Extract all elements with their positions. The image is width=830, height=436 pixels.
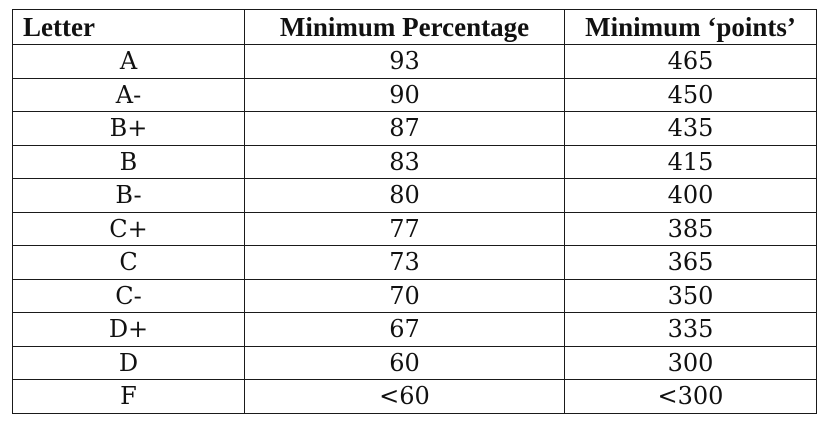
cell-minimum-points: 435 (564, 111, 817, 146)
cell-minimum-percentage: 60 (244, 345, 565, 380)
cell-minimum-percentage: 77 (244, 211, 565, 246)
cell-minimum-points: 415 (564, 144, 817, 179)
table-header: Letter Minimum Percentage Minimum ‘point… (12, 9, 817, 45)
grade-scale-table: Letter Minimum Percentage Minimum ‘point… (12, 9, 817, 414)
cell-minimum-points: 465 (564, 44, 817, 79)
cell-letter: B (12, 144, 245, 179)
table-row: C- 70 350 (12, 278, 817, 313)
table-row: B+ 87 435 (12, 111, 817, 146)
cell-letter: D+ (12, 312, 245, 347)
cell-minimum-percentage: 93 (244, 44, 565, 79)
column-header-letter: Letter (12, 9, 245, 45)
cell-letter: A- (12, 77, 245, 112)
table-row: F <60 <300 (12, 379, 817, 414)
cell-minimum-points: 300 (564, 345, 817, 380)
cell-minimum-percentage: 90 (244, 77, 565, 112)
column-header-minimum-percentage: Minimum Percentage (244, 9, 565, 45)
cell-minimum-percentage: 80 (244, 178, 565, 213)
table-row: A- 90 450 (12, 77, 817, 112)
cell-letter: B- (12, 178, 245, 213)
table-row: B 83 415 (12, 144, 817, 179)
cell-letter: C- (12, 278, 245, 313)
cell-minimum-percentage: 70 (244, 278, 565, 313)
cell-letter: C (12, 245, 245, 280)
cell-minimum-points: 350 (564, 278, 817, 313)
cell-letter: C+ (12, 211, 245, 246)
table-row: C 73 365 (12, 245, 817, 280)
cell-minimum-percentage: 67 (244, 312, 565, 347)
cell-minimum-points: 450 (564, 77, 817, 112)
cell-minimum-percentage: <60 (244, 379, 565, 414)
table-row: C+ 77 385 (12, 211, 817, 246)
cell-minimum-percentage: 87 (244, 111, 565, 146)
cell-letter: B+ (12, 111, 245, 146)
cell-minimum-points: 335 (564, 312, 817, 347)
cell-letter: A (12, 44, 245, 79)
cell-minimum-points: 400 (564, 178, 817, 213)
column-header-minimum-points: Minimum ‘points’ (564, 9, 817, 45)
header-row: Letter Minimum Percentage Minimum ‘point… (12, 9, 817, 45)
cell-minimum-percentage: 73 (244, 245, 565, 280)
cell-letter: D (12, 345, 245, 380)
table-body: A 93 465 A- 90 450 B+ 87 435 B 83 415 B- 80 400 C+ 77 385… (12, 44, 817, 414)
table-row: D+ 67 335 (12, 312, 817, 347)
cell-letter: F (12, 379, 245, 414)
table-row: D 60 300 (12, 345, 817, 380)
cell-minimum-points: 365 (564, 245, 817, 280)
table-row: B- 80 400 (12, 178, 817, 213)
table-row: A 93 465 (12, 44, 817, 79)
cell-minimum-percentage: 83 (244, 144, 565, 179)
cell-minimum-points: 385 (564, 211, 817, 246)
cell-minimum-points: <300 (564, 379, 817, 414)
